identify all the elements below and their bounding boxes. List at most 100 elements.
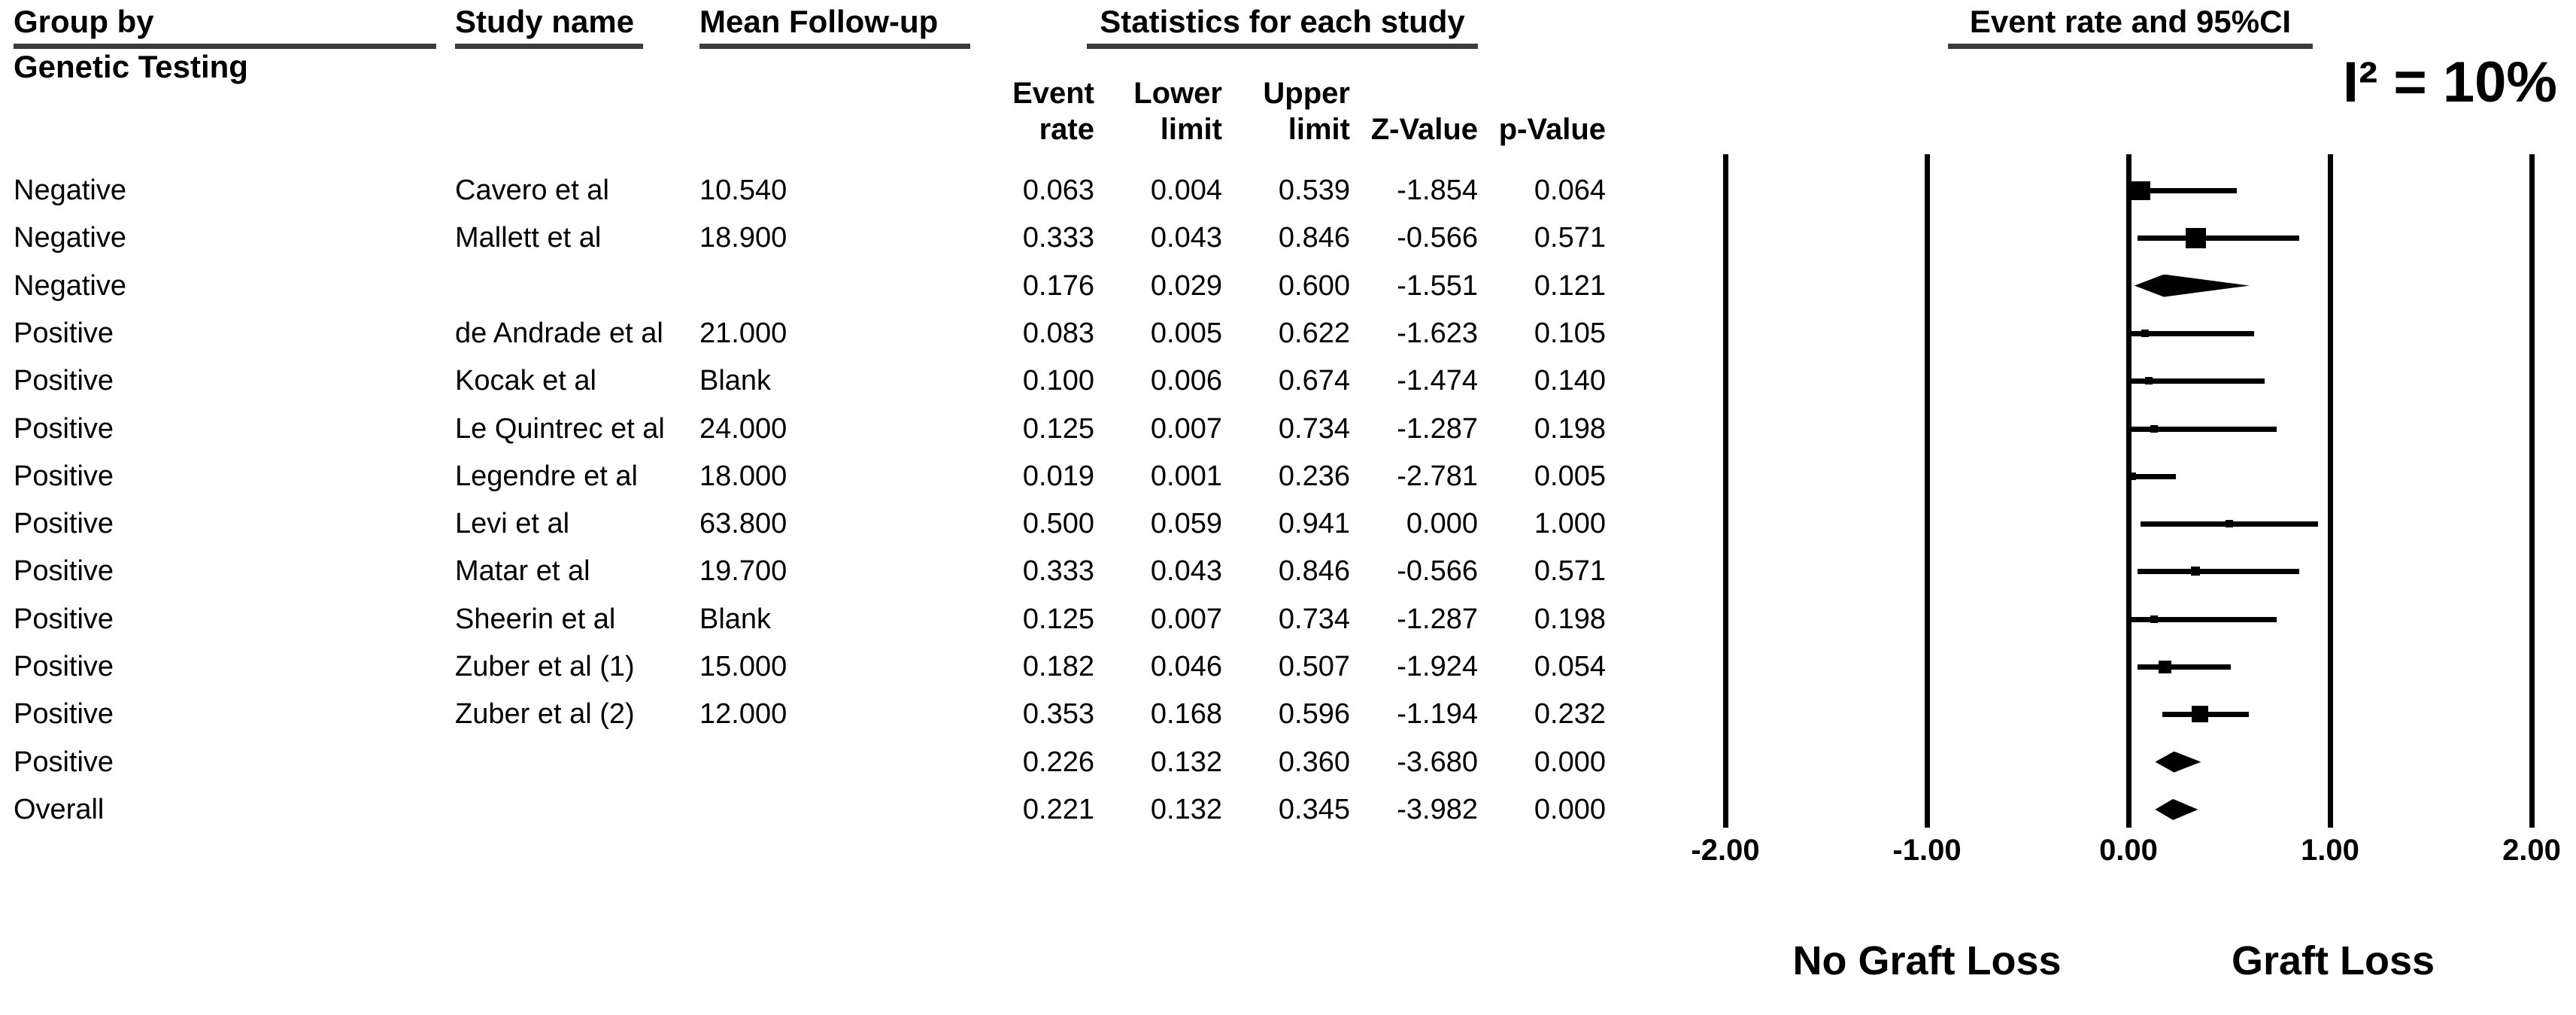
point-estimate-square [2150, 424, 2158, 433]
col-head-line1: Event [1012, 77, 1094, 110]
summary-diamond [2134, 274, 2250, 297]
lower-limit-cell: 0.007 [1150, 603, 1222, 635]
lower-limit-cell: 0.006 [1150, 365, 1222, 397]
col-head-lower-limit: Lower limit [1094, 72, 1222, 147]
study-cell: Zuber et al (1) [455, 651, 635, 682]
followup-cell: 18.000 [699, 460, 787, 492]
tick-label: 0.00 [2099, 834, 2158, 867]
group-by-value: Genetic Testing [14, 49, 248, 84]
group-cell: Positive [14, 412, 114, 445]
upper-limit-cell: 0.236 [1278, 460, 1350, 492]
group-cell: Positive [14, 555, 114, 588]
upper-limit-cell: 0.734 [1278, 603, 1350, 635]
lower-limit-cell: 0.059 [1150, 508, 1222, 540]
lower-limit-cell: 0.007 [1150, 412, 1222, 445]
ci-line [2129, 616, 2277, 622]
study-cell: Levi et al [455, 508, 570, 540]
study-cell: de Andrade et al [455, 317, 663, 349]
mean-followup-underline [699, 44, 970, 49]
lower-limit-cell: 0.001 [1150, 460, 1222, 492]
study-cell: Legendre et al [455, 460, 638, 492]
z-value-cell: -1.623 [1397, 317, 1478, 349]
upper-limit-cell: 0.846 [1278, 555, 1350, 588]
ci-line [2137, 569, 2299, 575]
p-value-cell: 0.064 [1534, 175, 1606, 206]
upper-limit-cell: 0.674 [1278, 365, 1350, 397]
followup-cell: 21.000 [699, 317, 787, 349]
upper-limit-cell: 0.846 [1278, 222, 1350, 254]
p-value-cell: 1.000 [1534, 508, 1606, 540]
z-value-cell: -1.924 [1397, 651, 1478, 682]
upper-limit-cell: 0.596 [1278, 698, 1350, 731]
z-value-cell: -2.781 [1397, 460, 1478, 492]
ci-line [2129, 188, 2238, 193]
plot-header-underline [1948, 44, 2313, 49]
col-head-event-rate: Event rate [966, 72, 1094, 147]
mean-followup-header: Mean Follow-up [699, 4, 939, 39]
upper-limit-cell: 0.345 [1278, 793, 1350, 825]
upper-limit-cell: 0.507 [1278, 651, 1350, 682]
p-value-cell: 0.571 [1534, 222, 1606, 254]
group-cell: Overall [14, 793, 105, 825]
group-cell: Positive [14, 746, 114, 778]
upper-limit-cell: 0.539 [1278, 175, 1350, 206]
ci-line [2138, 664, 2231, 670]
z-value-cell: -1.474 [1397, 365, 1478, 397]
event-rate-cell: 0.333 [1022, 555, 1094, 588]
group-cell: Positive [14, 460, 114, 492]
study-cell [455, 739, 688, 786]
group-by-underline [14, 44, 436, 49]
p-value-cell: 0.005 [1534, 460, 1606, 492]
p-value-cell: 0.571 [1534, 555, 1606, 588]
axis-line [2328, 154, 2333, 828]
axis-line [2529, 154, 2535, 828]
followup-cell [699, 786, 948, 833]
lower-limit-cell: 0.046 [1150, 651, 1222, 682]
followup-cell: Blank [699, 365, 772, 397]
p-value-cell: 0.232 [1534, 698, 1606, 731]
followup-cell: 18.900 [699, 222, 787, 254]
event-rate-cell: 0.353 [1022, 698, 1094, 731]
p-value-cell: 0.121 [1534, 269, 1606, 302]
study-cell: Le Quintrec et al [455, 412, 665, 445]
ci-line [2129, 330, 2254, 336]
p-value-cell: 0.198 [1534, 603, 1606, 635]
axis-line [2126, 154, 2131, 828]
group-cell: Negative [14, 222, 126, 254]
ci-line [2137, 236, 2299, 242]
ci-line [2129, 426, 2277, 432]
followup-cell: 12.000 [699, 698, 787, 731]
lower-limit-cell: 0.132 [1150, 793, 1222, 825]
lower-limit-cell: 0.005 [1150, 317, 1222, 349]
event-rate-cell: 0.333 [1022, 222, 1094, 254]
upper-limit-cell: 0.941 [1278, 508, 1350, 540]
point-estimate-square [2141, 329, 2150, 337]
p-value-cell: 0.054 [1534, 651, 1606, 682]
followup-cell: 10.540 [699, 175, 787, 206]
group-cell: Negative [14, 175, 126, 206]
followup-cell: 19.700 [699, 555, 787, 588]
group-cell: Positive [14, 365, 114, 397]
lower-limit-cell: 0.029 [1150, 269, 1222, 302]
study-cell: Matar et al [455, 555, 590, 588]
z-value-cell: -1.551 [1397, 269, 1478, 302]
z-value-cell: -0.566 [1397, 555, 1478, 588]
z-value-cell: -1.287 [1397, 603, 1478, 635]
study-cell: Kocak et al [455, 365, 596, 397]
z-value-cell: 0.000 [1406, 508, 1478, 540]
p-value-cell: 0.198 [1534, 412, 1606, 445]
axis-label-no-graft-loss: No Graft Loss [1792, 938, 2062, 983]
group-cell: Negative [14, 269, 126, 302]
event-rate-cell: 0.226 [1022, 746, 1094, 778]
point-estimate-square [2150, 615, 2158, 623]
followup-cell [699, 739, 948, 786]
study-name-header: Study name [455, 4, 635, 39]
upper-limit-cell: 0.622 [1278, 317, 1350, 349]
point-estimate-square [2131, 181, 2151, 200]
study-cell: Mallett et al [455, 222, 602, 254]
lower-limit-cell: 0.132 [1150, 746, 1222, 778]
point-estimate-square [2226, 520, 2233, 528]
event-rate-cell: 0.500 [1022, 508, 1094, 540]
tick-label: 2.00 [2502, 834, 2561, 867]
col-head-p-value: p-Value [1478, 72, 1606, 147]
